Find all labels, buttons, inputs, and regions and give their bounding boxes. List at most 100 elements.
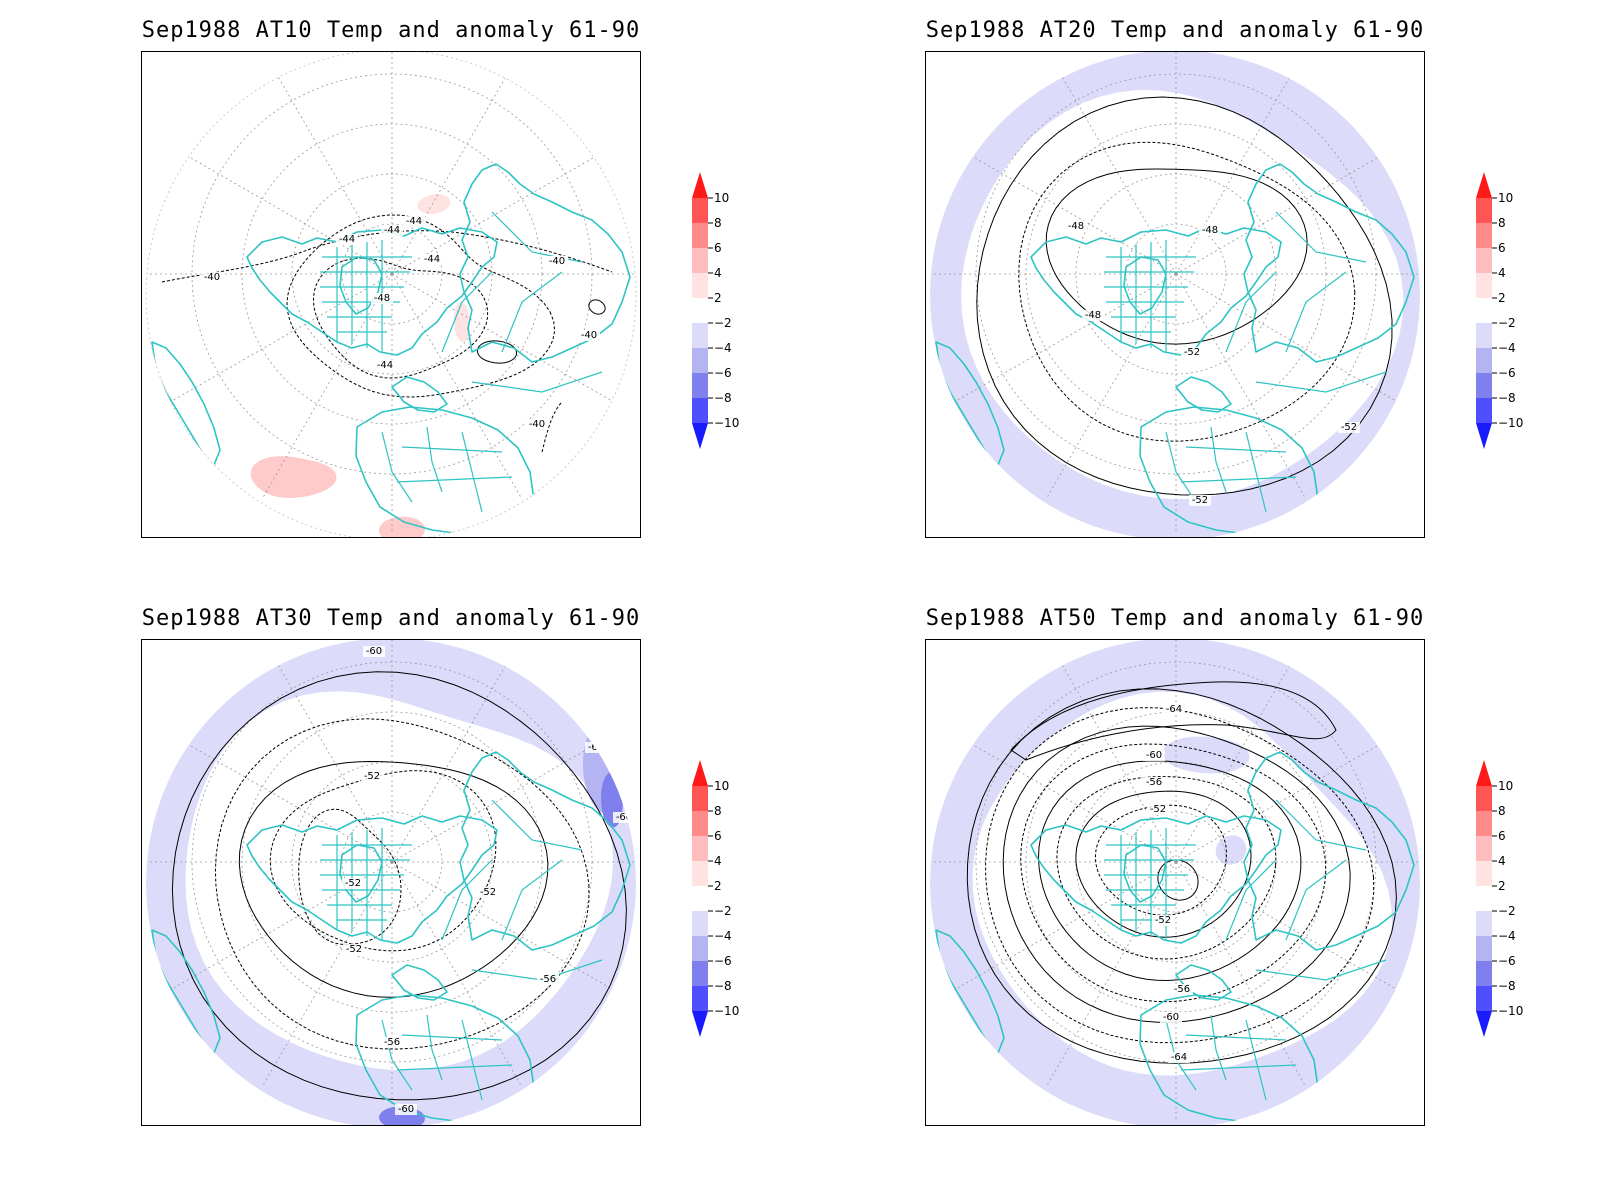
colorbar-segment [1476,886,1492,911]
colorbar-segment [692,223,708,248]
map-panel-at50: -64 -60 -56 -52 -52 -56 -60 -64 [925,639,1425,1126]
contour-label: -60 [398,1104,414,1115]
colorbar-segment [692,911,708,936]
colorbar-tick-label: 8 [1498,216,1506,230]
contour-label: -64 [1166,704,1182,715]
colorbar-segment [692,836,708,861]
colorbar-tick-label: −6 [1498,366,1516,380]
longitude-gridline [391,143,618,275]
coastline [459,163,631,363]
map-panel-at20: -48 -48 -48 -52 -52 -52 [925,51,1425,538]
colorbar-tick-label: 4 [714,854,722,868]
contour-label-bg [526,419,548,430]
longitude-gridline [391,640,523,863]
polar-map-at10: -40-44-44-44-48-44-40-40-40-44-40 [145,52,637,537]
contour-label-bg [381,1037,403,1048]
contour-label-bg [537,974,559,985]
temperature-contour [312,257,489,379]
map-disc: -48 -48 -48 -52 -52 -52 [930,52,1420,537]
colorbar-segment [692,273,708,298]
temperature-contour [269,770,497,952]
contour-label: -40 [529,419,545,430]
colorbar-scale: 10 8 6 4 2 −2 −4 −6 −8 −10 [1476,760,1523,1037]
contour-label: -56 [540,974,556,985]
coastline [1243,751,1415,951]
colorbar-at50: 10 8 6 4 2 −2 −4 −6 −8 −10 [1474,758,1534,1048]
contour-label-bg [1168,1052,1190,1063]
colorbar-tick-label: −6 [1498,954,1516,968]
colorbar-segment [692,373,708,398]
contour-label-bg [361,771,383,782]
contour-label: -60 [616,812,632,823]
contour-label-bg [201,272,223,283]
colorbar-at20: 10 8 6 4 2 −2 −4 −6 −8 −10 [1474,170,1534,460]
contour-label-bg [1143,777,1165,788]
colorbar-tick-label: 6 [1498,241,1506,255]
contour-label-bg [342,878,364,889]
colorbar-tick-label: 6 [714,829,722,843]
contour-label-bg [1160,1012,1182,1023]
contour-label: -60 [366,646,382,657]
panel-title-at10: Sep1988 AT10 Temp and anomaly 61-90 [141,18,641,43]
contour-label-bg [363,646,385,657]
colorbar-bottom-arrow [692,1011,708,1037]
longitude-gridline [166,731,393,863]
colorbar-tick-label: 10 [714,779,729,793]
contour-label-bg [1082,310,1104,321]
colorbar-top-arrow [692,172,708,198]
longitude-gridline [261,861,393,1088]
contour-label: -40 [549,256,565,267]
contour-label-bg [336,234,358,245]
map-disc: -60 -60 -60 -52 -52 -52 -52 -56 -56 -60 [146,640,636,1125]
colorbar-segment [1476,786,1492,811]
country-boundaries [1165,211,1387,513]
coastline [459,751,631,951]
colorbar-segment [1476,986,1492,1011]
polar-map-at20: -48 -48 -48 -52 -52 -52 [930,52,1420,537]
temperature-contour [1002,725,1351,1023]
coastline [1175,376,1232,413]
anomaly-region-positive [379,516,425,537]
contour-label: -52 [480,887,496,898]
colorbar-segment [692,811,708,836]
longitude-gridline [950,273,1177,405]
colorbar-segment [1476,223,1492,248]
colorbar-segment [1476,348,1492,373]
colorbar-segment [1476,248,1492,273]
contour-label: -44 [384,225,400,236]
coastline [1123,256,1167,315]
contour-label-bg [1163,704,1185,715]
colorbar-segment [692,398,708,423]
state-boundaries [1104,240,1196,352]
coastline [151,929,221,1059]
temperature-contour [171,671,627,1101]
contour-label: -48 [1085,310,1101,321]
anomaly-region-negative [1162,736,1250,774]
longitude-gridline [261,273,393,500]
contour-label: -48 [1202,225,1218,236]
temperature-contour [1037,760,1302,982]
coastline [391,376,448,413]
contour-label-bg [1199,225,1221,236]
longitude-gridline [1045,640,1177,863]
coastline [1243,163,1415,363]
contour-label-bg [578,330,600,341]
polar-map-at50: -64 -60 -56 -52 -52 -56 -60 -64 [930,640,1420,1125]
colorbar-tick-label: 2 [714,879,722,893]
temperature-contour [1157,859,1199,901]
contour-label-bg [1147,804,1169,815]
map-disc: -64 -60 -56 -52 -52 -56 -60 -64 [930,640,1420,1125]
coastline [935,929,1005,1059]
temperature-contour [1045,168,1308,345]
map-disc: -40-44-44-44-48-44-40-40-40-44-40 [146,52,636,537]
state-boundaries [1104,828,1196,940]
colorbar-tick-label: −2 [1498,904,1516,918]
contour-label: -44 [406,216,422,227]
colorbar-tick-label: 8 [714,804,722,818]
colorbar-segment [692,886,708,911]
contour-label: -44 [377,360,393,371]
colorbar-tick-label: −8 [714,979,732,993]
colorbar-tick-label: −10 [1498,1004,1523,1018]
longitude-gridline [391,861,618,993]
contour-label-bg [613,812,635,823]
